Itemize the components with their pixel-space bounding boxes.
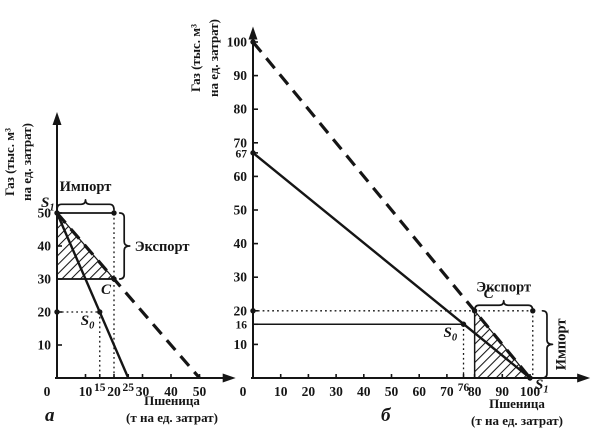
y-tick-label-10: 10 [234,337,248,352]
brace-import [56,198,115,211]
y-tick-label-30: 30 [38,272,52,287]
x-tick-label-70: 70 [440,384,454,399]
point-dot [250,39,256,45]
origin-label: 0 [240,384,247,399]
series-production-possibility-line [252,151,531,379]
y-axis-title: Газ (тыс. м³ [188,24,203,92]
brace-export [118,212,131,280]
y-axis-title: на ед. затрат) [19,123,34,201]
series-production-possibility-line [55,212,130,379]
point-dot [111,210,117,216]
y-tick-label-20: 20 [38,305,52,320]
x-tick-label-10: 10 [274,384,288,399]
y-tick-label-100: 100 [227,35,248,50]
x-tick-label-76: 76 [458,382,470,394]
point-dot [54,210,60,216]
y-axis-title: на ед. затрат) [206,19,221,97]
point-label-C: C [101,282,112,298]
x-tick-label-60: 60 [412,384,426,399]
x-tick-label-50: 50 [385,384,399,399]
panel-a-label: а [45,405,55,426]
y-tick-label-67: 67 [236,148,248,160]
y-tick-label-40: 40 [38,239,52,254]
origin-label: 0 [44,384,51,399]
point-dot [250,150,256,156]
brace-label-import: Импорт [60,179,112,195]
y-axis-arrowhead-icon [52,112,62,125]
y-tick-label-40: 40 [234,236,248,251]
brace-label-export: Экспорт [476,280,531,296]
x-axis-arrowhead-icon [577,373,591,383]
panel-b-label: б [381,405,391,426]
x-tick-label-90: 90 [496,384,510,399]
point-label-S1: S1 [41,195,55,214]
x-axis-title: Пшеница [489,396,545,411]
y-tick-label-16: 16 [236,320,248,332]
x-tick-label-50: 50 [193,384,207,399]
point-label-S0: S0 [444,325,458,344]
point-dot [111,276,117,282]
point-dot [250,308,256,314]
chart-a: 10 15 20 25 30 40 5010203040500S1CS0ИмпортЭксп… [2,112,236,425]
x-tick-label-10: 10 [79,384,93,399]
point-dot [97,309,103,315]
x-tick-label-20: 20 [302,384,316,399]
y-tick-label-90: 90 [234,68,248,83]
point-label-S0: S0 [81,313,95,332]
x-tick-label-20: 20 [107,384,121,399]
x-axis-title: Пшеница [144,393,200,408]
x-tick-label-40: 40 [164,384,178,399]
y-axis-title: Газ (тыс. м³ [2,128,17,196]
brace-import [541,309,554,379]
x-tick-label-80: 80 [468,384,482,399]
x-tick-label-30: 30 [136,384,150,399]
y-tick-label-60: 60 [234,169,248,184]
brace-export [473,299,534,312]
y-tick-label-20: 20 [234,303,248,318]
x-tick-label-40: 40 [357,384,371,399]
y-axis-arrowhead-icon [248,26,258,40]
x-tick-label-100: 100 [520,384,541,399]
point-label-C: C [484,286,495,302]
y-tick-label-10: 10 [38,338,52,353]
y-tick-label-70: 70 [234,135,248,150]
y-tick-label-50: 50 [234,203,248,218]
series-trade-line [55,211,201,380]
brace-label-import: Импорт [553,319,569,371]
x-tick-label-25: 25 [123,382,135,394]
y-tick-label-50: 50 [38,206,52,221]
y-tick-label-80: 80 [234,102,248,117]
x-axis-title: (т на ед. затрат) [471,413,563,428]
x-tick-label-15: 15 [94,382,106,394]
point-dot [54,309,60,315]
series-trade-line [251,40,532,380]
brace-label-export: Экспорт [135,239,190,255]
x-tick-label-30: 30 [329,384,343,399]
x-axis-arrowhead-icon [222,373,236,383]
point-dot [527,375,533,381]
point-dot [460,321,467,327]
y-tick-label-30: 30 [234,270,248,285]
point-label-S1: S1 [535,377,549,396]
x-axis-title: (т на ед. затрат) [126,410,218,425]
